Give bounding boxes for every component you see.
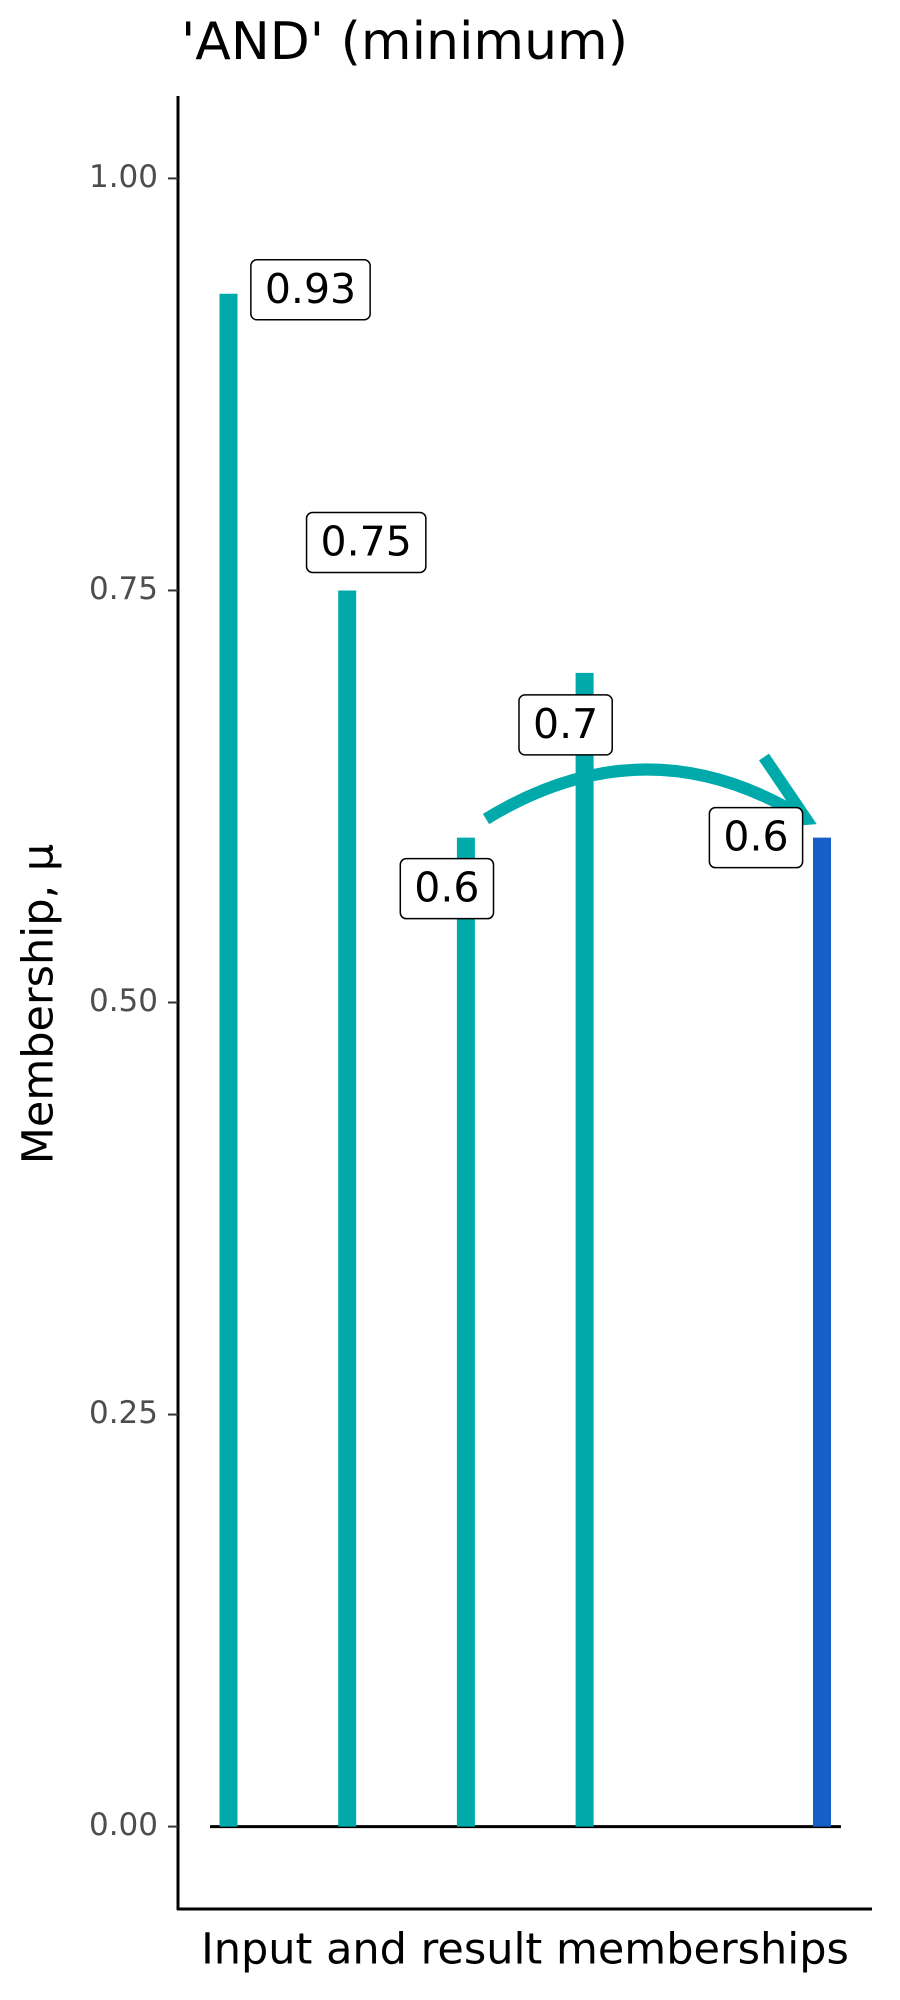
y-tick-label: 0.00 [89,1807,158,1843]
y-tick-label: 0.50 [89,983,158,1019]
value-label: 0.6 [414,864,479,912]
value-label: 0.93 [265,265,356,313]
y-tick-label: 0.25 [89,1395,158,1431]
value-label-box [250,259,371,321]
marks [210,293,841,1829]
y-tick-label: 0.75 [89,571,158,607]
arrow-curve [482,763,810,825]
chart-title: 'AND' (minimum) [181,12,628,72]
value-label-box [399,857,495,920]
value-label-box [708,806,804,869]
value-label-box [518,694,613,756]
y-tick-label: 1.00 [89,159,158,195]
value-label: 0.6 [723,813,788,861]
y-axis-label: Membership, μ [14,844,64,1164]
value-label: 0.7 [533,700,598,748]
value-label-box [305,511,427,574]
x-axis-label: Input and result memberships [201,1925,849,1975]
value-label: 0.75 [321,517,412,565]
